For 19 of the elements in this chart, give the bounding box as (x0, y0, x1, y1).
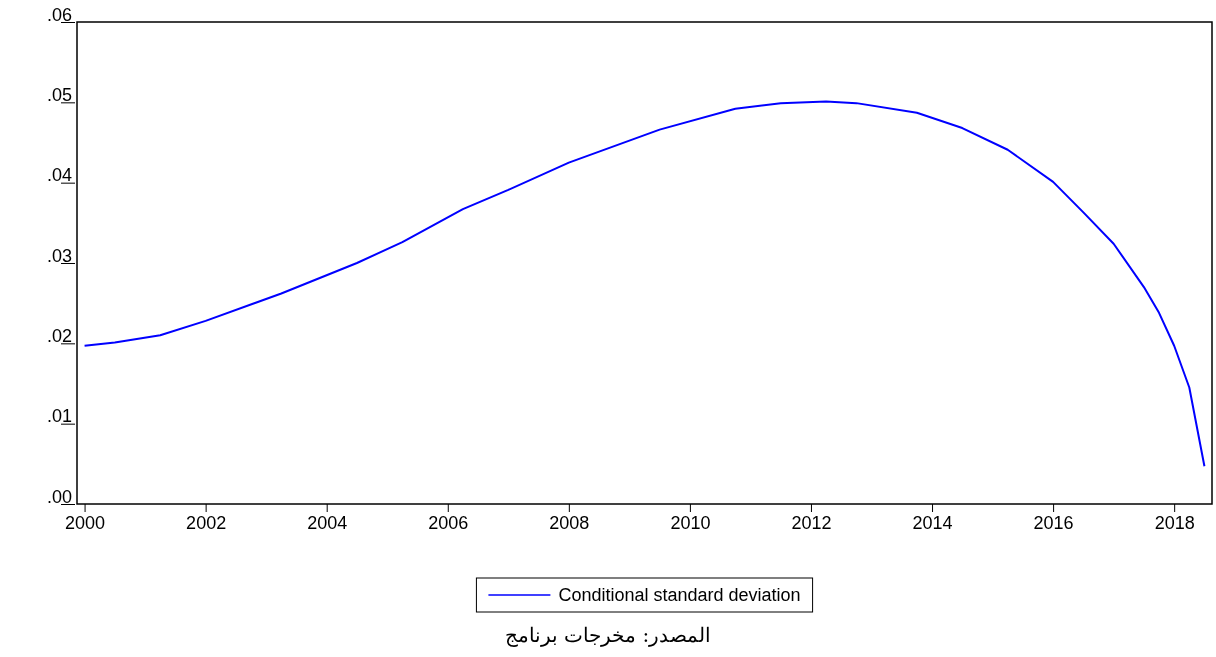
y-tick-label: .02 (46, 326, 72, 347)
x-tick-label: 2012 (791, 512, 832, 533)
x-tick-label: 2014 (912, 512, 953, 533)
x-tick-label: 2000 (65, 512, 106, 533)
x-tick-label: 2010 (670, 512, 711, 533)
x-tick-label: 2008 (549, 512, 590, 533)
y-tick-label: .05 (46, 85, 72, 106)
legend-label: Conditional standard deviation (558, 585, 801, 605)
x-tick-label: 2016 (1033, 512, 1074, 533)
y-tick-label: .04 (46, 165, 72, 186)
y-tick-label: .06 (46, 4, 72, 25)
x-tick-label: 2002 (186, 512, 227, 533)
x-tick-label: 2018 (1154, 512, 1195, 533)
text: المصدر: مخرجات برنامج (504, 623, 712, 647)
x-tick-label: 2006 (428, 512, 469, 533)
y-tick-label: .00 (46, 486, 72, 507)
x-tick-label: 2004 (307, 512, 348, 533)
y-tick-label: .01 (46, 406, 72, 427)
y-tick-label: .03 (46, 245, 72, 266)
